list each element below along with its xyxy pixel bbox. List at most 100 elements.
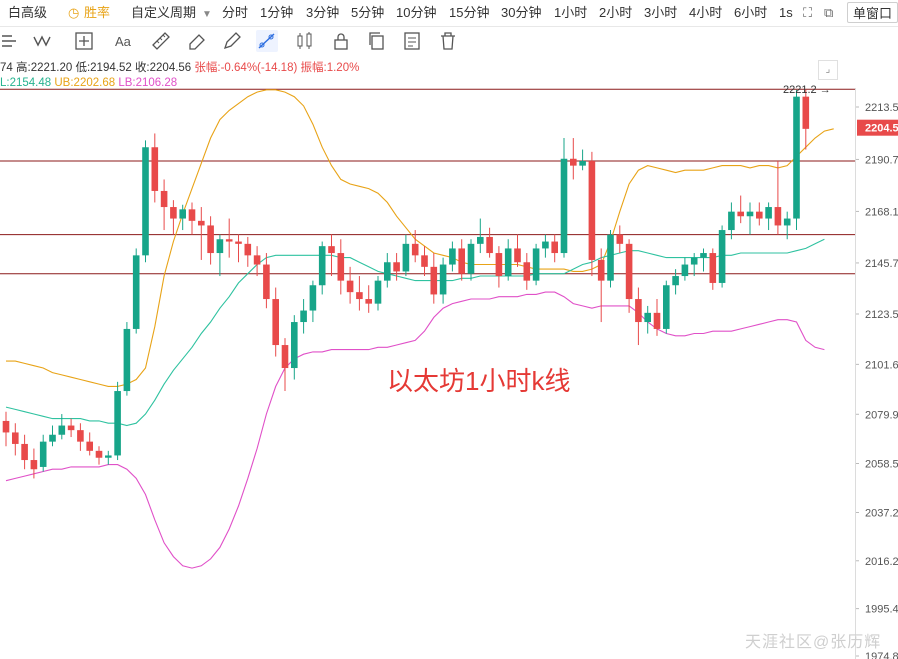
candle-body bbox=[458, 248, 465, 274]
top-toolbar: 白高级 ◷ 胜率 自定义周期 ▼ 分时 1分钟 3分钟 5分钟 10分钟 15分… bbox=[0, 0, 898, 27]
pencil-icon[interactable] bbox=[221, 30, 243, 52]
boll-info: L:2154.48 UB:2202.68 LB:2106.28 bbox=[0, 77, 177, 89]
candle-body bbox=[802, 96, 810, 129]
note-icon[interactable] bbox=[401, 30, 423, 52]
screenshot-icon[interactable]: ⧉ bbox=[824, 5, 834, 20]
ohlc-info: 74 高:2221.20 低:2194.52 收:2204.56 张幅:-0.6… bbox=[0, 59, 359, 75]
candle-body bbox=[77, 430, 84, 442]
text-icon[interactable]: Aa bbox=[113, 30, 135, 52]
custom-period-dropdown[interactable]: 自定义周期 bbox=[131, 5, 197, 20]
period-15min[interactable]: 15分钟 bbox=[449, 5, 490, 20]
change-value: 张幅:-0.64%(-14.18) bbox=[194, 62, 298, 74]
candle-body bbox=[765, 207, 772, 219]
candle-body bbox=[709, 253, 717, 283]
candle-body bbox=[151, 147, 159, 191]
candle-body bbox=[179, 209, 186, 219]
candle-body bbox=[560, 158, 568, 254]
clock-icon[interactable]: ◷ bbox=[68, 5, 80, 20]
amplitude-value: 振幅:1.20% bbox=[300, 62, 360, 74]
close-value: 收:2204.56 bbox=[134, 62, 192, 74]
candle-body bbox=[467, 243, 475, 274]
boll-upper-line bbox=[6, 89, 834, 387]
y-tick-label: 2037.2 bbox=[865, 507, 898, 519]
candle-body bbox=[346, 280, 354, 293]
wave-icon[interactable] bbox=[32, 30, 54, 52]
candle-body bbox=[644, 312, 651, 323]
candle-body bbox=[588, 161, 596, 260]
candle-body bbox=[207, 225, 214, 254]
period-30min[interactable]: 30分钟 bbox=[501, 5, 542, 20]
candle-body bbox=[300, 310, 307, 323]
period-5min[interactable]: 5分钟 bbox=[351, 5, 385, 20]
candle-body bbox=[718, 230, 726, 283]
watermark: 天涯社区@张历辉 bbox=[745, 634, 882, 651]
candle-body bbox=[123, 328, 131, 392]
candle-body bbox=[690, 257, 698, 265]
candle-body bbox=[216, 239, 224, 254]
candle-body bbox=[318, 246, 326, 286]
candle-body bbox=[486, 236, 493, 254]
trash-icon[interactable] bbox=[437, 30, 459, 52]
lock-icon[interactable] bbox=[330, 30, 352, 52]
candle-body bbox=[235, 241, 242, 244]
candle-body bbox=[2, 420, 10, 433]
y-tick-label: 2168.1 bbox=[865, 206, 898, 218]
trendline-icon[interactable] bbox=[256, 30, 278, 52]
menu-icon[interactable] bbox=[0, 30, 22, 52]
candle-body bbox=[105, 455, 112, 458]
candle-body bbox=[170, 207, 177, 219]
period-2h[interactable]: 2小时 bbox=[599, 5, 633, 20]
candle-body bbox=[504, 248, 512, 277]
candle-body bbox=[58, 425, 66, 435]
period-fenshi[interactable]: 分时 bbox=[222, 5, 249, 20]
template-label[interactable]: 白高级 bbox=[8, 5, 48, 20]
candle-body bbox=[95, 450, 103, 458]
candles-icon[interactable] bbox=[294, 30, 316, 52]
candle-body bbox=[700, 253, 707, 258]
candle-body bbox=[132, 255, 140, 329]
period-1h[interactable]: 1小时 bbox=[554, 5, 588, 20]
candle-body bbox=[449, 248, 456, 265]
period-6h[interactable]: 6小时 bbox=[734, 5, 768, 20]
period-10min[interactable]: 10分钟 bbox=[396, 5, 437, 20]
y-tick-label: 2190.7 bbox=[865, 154, 898, 166]
boll-lb-value: LB:2106.28 bbox=[118, 77, 178, 89]
candle-body bbox=[783, 218, 791, 226]
period-1s[interactable]: 1s bbox=[779, 5, 793, 20]
ruler-icon[interactable] bbox=[150, 30, 172, 52]
y-tick-label: 2058.5 bbox=[865, 458, 898, 470]
candle-body bbox=[421, 255, 428, 267]
eraser-icon[interactable] bbox=[186, 30, 208, 52]
candle-body bbox=[551, 241, 558, 254]
current-price-tag bbox=[857, 119, 898, 136]
win-rate-button[interactable]: 胜率 bbox=[84, 5, 111, 20]
period-3h[interactable]: 3小时 bbox=[644, 5, 678, 20]
candle-body bbox=[430, 266, 438, 295]
candle-body bbox=[737, 211, 744, 217]
candle-body bbox=[225, 239, 233, 242]
candle-body bbox=[663, 285, 670, 329]
collapse-icon[interactable]: ⌟ bbox=[818, 60, 838, 80]
candle-body bbox=[542, 241, 549, 249]
period-4h[interactable]: 4小时 bbox=[689, 5, 723, 20]
boll-ub-value: UB:2202.68 bbox=[54, 77, 116, 89]
candle-body bbox=[532, 248, 540, 281]
candle-body bbox=[291, 322, 298, 369]
period-1min[interactable]: 1分钟 bbox=[260, 5, 294, 20]
candle-body bbox=[356, 292, 363, 300]
candle-body bbox=[263, 264, 270, 300]
period-3min[interactable]: 3分钟 bbox=[306, 5, 340, 20]
high-value: 高:2221.20 bbox=[16, 62, 73, 74]
low-value: 低:2194.52 bbox=[75, 62, 132, 74]
candle-body bbox=[365, 299, 372, 304]
crosshair-icon[interactable] bbox=[73, 30, 95, 52]
boll-lower-line bbox=[5, 291, 825, 569]
fullscreen-icon[interactable]: ⛶ bbox=[803, 5, 813, 20]
boll-mid-line bbox=[5, 238, 825, 427]
copy-icon[interactable] bbox=[366, 30, 388, 52]
candle-body bbox=[514, 248, 521, 263]
chevron-down-icon[interactable]: ▼ bbox=[202, 9, 212, 20]
candle-body bbox=[411, 243, 419, 256]
candle-body bbox=[793, 96, 800, 219]
